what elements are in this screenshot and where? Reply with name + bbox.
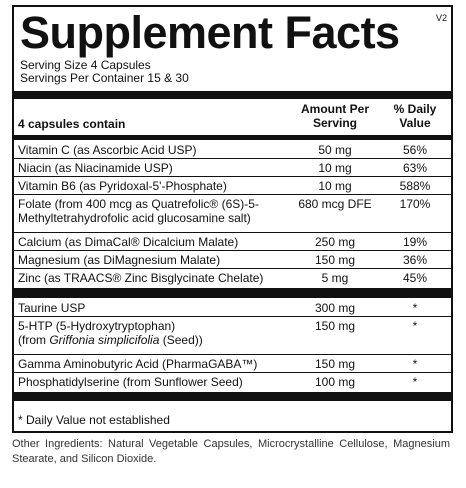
nutrient-row: Folate (from 400 mcg as Quatrefolic® (6S… [14, 195, 451, 233]
nutrient-row: Niacin (as Niacinamide USP) 10 mg 63% [14, 159, 451, 177]
name-line: Methyltetrahydrofolic acid glucosamine s… [18, 211, 251, 225]
name-line: Gamma Aminobutyric Acid (PharmaGABA™) [18, 357, 258, 371]
nutrient-row: Magnesium (as DiMagnesium Malate) 150 mg 3… [14, 251, 451, 269]
nutrient-name: Magnesium (as DiMagnesium Malate) [18, 253, 220, 267]
name-line: Folate (from 400 mcg as Quatrefolic® (6S… [18, 197, 259, 211]
nutrient-row: Vitamin B6 (as Pyridoxal-5'-Phosphate) 10… [14, 177, 451, 195]
name-part: (Seed)) [159, 333, 203, 347]
daily-value: 588% [399, 179, 431, 193]
daily-value: 36% [402, 253, 428, 267]
name-line: Phosphatidylserine (from Sunflower Seed) [18, 375, 243, 389]
name-line: Vitamin B6 (as Pyridoxal-5'-Phosphate) [18, 179, 227, 193]
column-header: % Daily Value [393, 102, 437, 130]
daily-value: * [412, 301, 418, 315]
amount: 150 mg [314, 253, 356, 267]
daily-value: 63% [402, 161, 428, 175]
serving-size: Serving Size 4 Capsules [20, 58, 151, 72]
amount: 10 mg [318, 161, 352, 175]
nutrient-row: Zinc (as TRAACS® Zinc Bisglycinate Chela… [14, 269, 451, 286]
daily-value: * [412, 375, 418, 389]
name-line: Taurine USP [18, 301, 86, 315]
daily-value: * [412, 357, 418, 371]
nutrient-name: Vitamin B6 (as Pyridoxal-5'-Phosphate) [18, 179, 227, 193]
nutrient-row: 5-HTP (5-Hydroxytryptophan) (from Griffon… [14, 317, 451, 355]
nutrient-name: Vitamin C (as Ascorbic Acid USP) [18, 143, 197, 157]
daily-value: 170% [399, 197, 431, 211]
title: Supplement Facts [20, 7, 400, 58]
botanical-name: Griffonia simplicifolia [49, 333, 160, 347]
amount: 250 mg [314, 235, 356, 249]
amount: 150 mg [314, 319, 356, 333]
amount: 150 mg [314, 357, 356, 371]
amount: 5 mg [321, 271, 349, 285]
nutrient-name: Folate (from 400 mcg as Quatrefolic® (6S… [18, 197, 259, 225]
footnote: * Daily Value not established [18, 413, 170, 427]
daily-value: 19% [402, 235, 428, 249]
name-line: Niacin (as Niacinamide USP) [18, 161, 173, 175]
nutrient-row: Vitamin C (as Ascorbic Acid USP) 50 mg 56% [14, 141, 451, 159]
name-line: Calcium (as DimaCal® Dicalcium Malate) [18, 235, 239, 249]
servings-per-container: Servings Per Container 15 & 30 [20, 71, 189, 85]
divider [14, 135, 451, 140]
name-line: 5-HTP (5-Hydroxytryptophan) [18, 319, 176, 333]
nutrient-name: Zinc (as TRAACS® Zinc Bisglycinate Chela… [18, 271, 263, 285]
version: V2 [435, 13, 447, 23]
header-row: 4 capsules contain Amount Per Serving % … [14, 100, 451, 134]
nutrient-name: Taurine USP [18, 301, 85, 315]
amount: 300 mg [314, 301, 356, 315]
name-line: Vitamin C (as Ascorbic Acid USP) [18, 143, 197, 157]
nutrient-name: Niacin (as Niacinamide USP) [18, 161, 173, 175]
other-ingredients: Other Ingredients: Natural Vegetable Cap… [12, 438, 450, 465]
name-line: Magnesium (as DiMagnesium Malate) [18, 253, 221, 267]
nutrient-row: Taurine USP 300 mg * [14, 299, 451, 317]
divider [14, 91, 451, 99]
nutrient-name: Gamma Aminobutyric Acid (PharmaGABA™) [18, 357, 257, 371]
name-line: Zinc (as TRAACS® Zinc Bisglycinate Chela… [18, 271, 264, 285]
nutrient-row: Calcium (as DimaCal® Dicalcium Malate) 25… [14, 233, 451, 251]
name-part: (from [18, 333, 50, 347]
daily-value: 56% [402, 143, 428, 157]
nutrient-name: Calcium (as DimaCal® Dicalcium Malate) [18, 235, 238, 249]
nutrient-row: Gamma Aminobutyric Acid (PharmaGABA™) 150… [14, 355, 451, 373]
amount: 10 mg [318, 179, 352, 193]
divider [14, 392, 451, 401]
facts-panel: Supplement Facts V2 Serving Size 4 Capsu… [12, 5, 453, 433]
daily-value: 45% [402, 271, 428, 285]
amount: 680 mcg DFE [298, 197, 372, 211]
daily-value: * [412, 319, 418, 333]
nutrient-name: 5-HTP (5-Hydroxytryptophan) (from Griffon… [18, 319, 203, 347]
column-header: Amount Per Serving [300, 102, 369, 130]
amount: 50 mg [318, 143, 352, 157]
nutrient-row: Phosphatidylserine (from Sunflower Seed)… [14, 373, 451, 390]
nutrient-name: Phosphatidylserine (from Sunflower Seed) [18, 375, 243, 389]
amount: 100 mg [314, 375, 356, 389]
column-header: 4 capsules contain [18, 117, 126, 131]
divider [14, 288, 451, 298]
